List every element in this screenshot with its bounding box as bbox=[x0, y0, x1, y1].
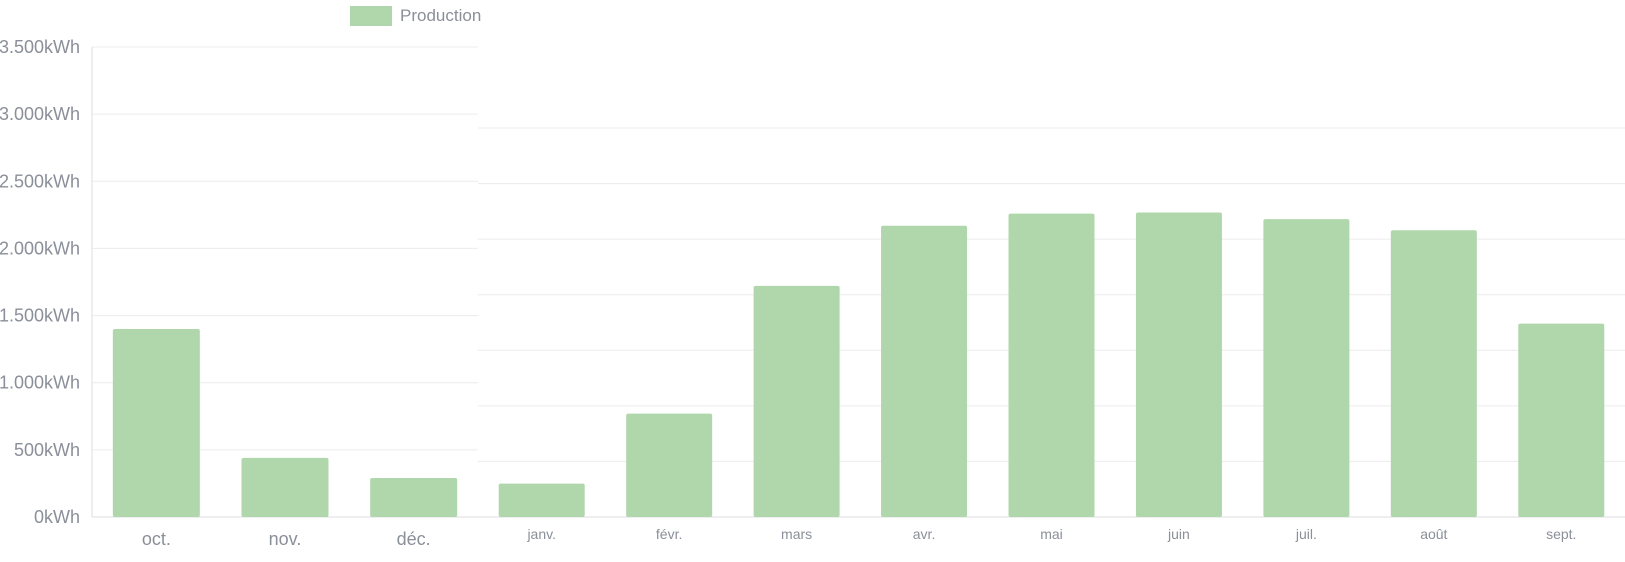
legend[interactable]: Production bbox=[350, 6, 481, 26]
x-tick-label: juil. bbox=[1295, 526, 1317, 542]
bar bbox=[1390, 230, 1477, 517]
x-tick-label: janv. bbox=[526, 526, 556, 542]
x-tick-label: avr. bbox=[913, 526, 936, 542]
x-tick-label: mai bbox=[1040, 526, 1063, 542]
bar bbox=[1008, 213, 1095, 517]
bar bbox=[112, 329, 200, 517]
legend-swatch bbox=[350, 6, 392, 26]
bar bbox=[626, 413, 713, 517]
legend-label: Production bbox=[400, 6, 482, 25]
bar bbox=[498, 483, 585, 517]
y-tick-label: 500kWh bbox=[14, 440, 80, 460]
y-tick-label: 3.000kWh bbox=[0, 104, 80, 124]
bar bbox=[753, 285, 840, 517]
bar bbox=[1135, 212, 1222, 517]
x-tick-label: déc. bbox=[397, 529, 431, 549]
x-tick-label: mars bbox=[781, 526, 812, 542]
bar bbox=[1263, 219, 1350, 517]
y-tick-label: 2.000kWh bbox=[0, 238, 80, 258]
x-tick-label: juin bbox=[1167, 526, 1190, 542]
y-tick-label: 0kWh bbox=[34, 507, 80, 527]
x-tick-label: oct. bbox=[142, 529, 171, 549]
bar bbox=[370, 478, 458, 517]
x-tick-label: août bbox=[1420, 526, 1447, 542]
y-tick-label: 1.500kWh bbox=[0, 306, 80, 326]
bar bbox=[1518, 323, 1605, 517]
bar bbox=[881, 225, 968, 517]
y-tick-label: 2.500kWh bbox=[0, 171, 80, 191]
x-tick-label: févr. bbox=[656, 526, 682, 542]
x-tick-label: nov. bbox=[269, 529, 302, 549]
y-tick-label: 1.000kWh bbox=[0, 373, 80, 393]
x-tick-label: sept. bbox=[1546, 526, 1576, 542]
bar bbox=[241, 457, 329, 517]
y-tick-label: 3.500kWh bbox=[0, 37, 80, 57]
